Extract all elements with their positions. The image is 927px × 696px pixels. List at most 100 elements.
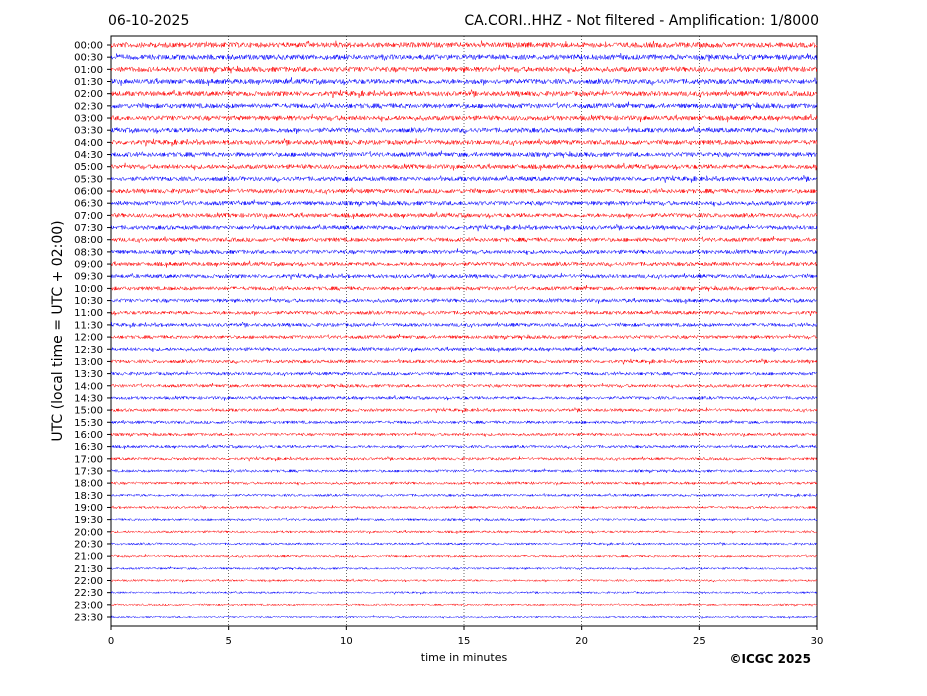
trace <box>110 284 818 292</box>
y-tick-label: 00:00 <box>74 41 103 52</box>
y-tick-label: 10:00 <box>74 284 103 295</box>
trace <box>110 248 818 256</box>
trace <box>110 479 818 486</box>
trace <box>110 382 818 389</box>
trace <box>110 187 818 195</box>
y-tick-label: 05:00 <box>74 162 103 173</box>
trace <box>110 517 818 523</box>
trace <box>110 504 818 511</box>
x-tick-label: 5 <box>225 636 231 647</box>
y-tick-label: 21:00 <box>74 552 103 563</box>
trace <box>110 553 817 559</box>
trace <box>110 358 818 366</box>
y-tick-label: 13:30 <box>74 369 103 380</box>
trace <box>110 395 818 401</box>
y-tick-label: 02:00 <box>74 89 103 100</box>
trace <box>110 455 818 462</box>
y-tick-label: 13:00 <box>74 357 103 368</box>
y-tick-label: 17:00 <box>74 454 103 465</box>
y-tick-label: 10:30 <box>74 296 103 307</box>
trace <box>110 150 818 159</box>
trace <box>110 113 818 123</box>
y-tick-label: 22:30 <box>74 588 103 599</box>
chart-title: CA.CORI..HHZ - Not filtered - Amplificat… <box>464 13 819 29</box>
y-tick-label: 23:00 <box>74 600 103 611</box>
y-tick-label: 19:30 <box>74 515 103 526</box>
y-tick-label: 02:30 <box>74 101 103 112</box>
trace <box>110 297 818 304</box>
trace <box>110 321 818 329</box>
y-tick-label: 21:30 <box>74 564 103 575</box>
trace <box>110 125 818 135</box>
trace <box>110 590 818 596</box>
trace <box>110 431 818 437</box>
trace <box>110 223 818 232</box>
y-tick-label: 00:30 <box>74 53 103 64</box>
trace <box>110 541 818 547</box>
trace <box>110 137 818 147</box>
trace <box>110 235 818 243</box>
y-tick-label: 19:00 <box>74 503 103 514</box>
trace <box>110 40 818 49</box>
x-tick-label: 0 <box>108 636 114 647</box>
trace <box>110 199 818 207</box>
y-tick-label: 03:00 <box>74 114 103 125</box>
y-tick-label: 11:30 <box>74 320 103 331</box>
y-tick-label: 09:30 <box>74 272 103 283</box>
y-tick-label: 20:00 <box>74 527 103 538</box>
y-tick-label: 05:30 <box>74 174 103 185</box>
trace <box>110 492 818 499</box>
y-tick-label: 08:00 <box>74 235 103 246</box>
trace <box>110 370 818 378</box>
copyright: ©ICGC 2025 <box>729 652 811 666</box>
y-tick-label: 12:00 <box>74 333 103 344</box>
y-tick-label: 01:00 <box>74 65 103 76</box>
y-tick-label: 03:30 <box>74 126 103 137</box>
y-tick-label: 11:00 <box>74 308 103 319</box>
y-axis-label: UTC (local time = UTC + 02:00) <box>50 220 66 441</box>
y-tick-label: 04:30 <box>74 150 103 161</box>
y-tick-label: 08:30 <box>74 247 103 258</box>
y-tick-label: 07:00 <box>74 211 103 222</box>
y-tick-label: 20:30 <box>74 539 103 550</box>
y-tick-label: 23:30 <box>74 613 103 624</box>
trace <box>110 346 818 353</box>
y-tick-label: 22:00 <box>74 576 103 587</box>
trace <box>110 211 818 220</box>
y-tick-label: 17:30 <box>74 466 103 477</box>
y-tick-label: 12:30 <box>74 345 103 356</box>
trace <box>110 174 818 183</box>
trace <box>110 309 818 317</box>
y-tick-label: 14:30 <box>74 393 103 404</box>
trace <box>110 614 818 620</box>
date: 06-10-2025 <box>108 13 189 29</box>
y-tick-label: 14:00 <box>74 381 103 392</box>
trace <box>110 88 818 99</box>
y-tick-label: 06:00 <box>74 187 103 198</box>
trace <box>110 52 818 62</box>
trace <box>110 565 817 571</box>
y-tick-label: 09:00 <box>74 260 103 271</box>
trace <box>110 260 818 268</box>
trace <box>110 528 818 535</box>
x-tick-label: 30 <box>811 636 824 647</box>
trace <box>110 333 818 340</box>
trace <box>110 77 818 86</box>
y-tick-label: 18:00 <box>74 479 103 490</box>
y-tick-label: 01:30 <box>74 77 103 88</box>
trace <box>110 419 818 425</box>
trace <box>110 602 818 608</box>
y-tick-label: 04:00 <box>74 138 103 149</box>
trace <box>110 162 818 171</box>
x-tick-label: 20 <box>575 636 588 647</box>
y-tick-label: 15:00 <box>74 406 103 417</box>
x-axis-label: time in minutes <box>421 651 508 664</box>
trace <box>110 101 818 110</box>
trace <box>110 578 818 584</box>
trace <box>110 468 818 474</box>
y-tick-label: 07:30 <box>74 223 103 234</box>
trace <box>110 272 818 280</box>
x-tick-label: 15 <box>458 636 471 647</box>
x-tick-label: 25 <box>693 636 706 647</box>
